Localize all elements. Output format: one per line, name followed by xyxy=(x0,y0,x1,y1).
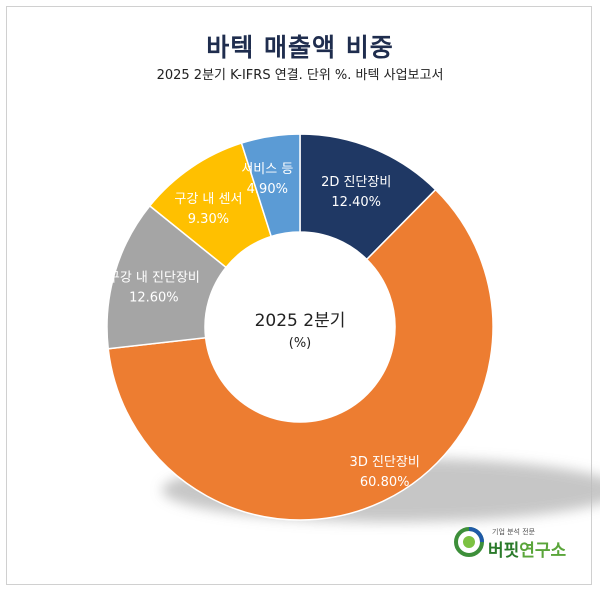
logo-tagline: 기업 분석 전문 xyxy=(492,528,536,536)
slice-label-3: 구강 내 센서 xyxy=(174,192,242,207)
slice-value-2: 12.60% xyxy=(129,291,179,306)
slice-value-4: 4.90% xyxy=(247,182,288,197)
slice-label-1: 3D 진단장비 xyxy=(350,455,420,470)
center-sublabel: (%) xyxy=(289,336,312,351)
slice-1 xyxy=(107,188,494,521)
buffett-lab-logo: 기업 분석 전문 버핏연구소 xyxy=(454,523,584,563)
chart-title: 바텍 매출액 비중 xyxy=(206,33,394,62)
slice-label-2: 구강 내 진단장비 xyxy=(108,271,200,286)
slice-label-0: 2D 진단장비 xyxy=(321,175,391,190)
logo-name-part2: 연구소 xyxy=(519,541,567,561)
slice-4 xyxy=(240,133,301,238)
logo-name: 버핏연구소 xyxy=(488,536,566,561)
slice-value-3: 9.30% xyxy=(188,212,229,227)
slice-value-0: 12.40% xyxy=(331,195,381,210)
logo-name-part1: 버핏 xyxy=(488,541,520,561)
logo-mark-icon xyxy=(454,527,484,557)
slice-value-1: 60.80% xyxy=(360,475,410,490)
center-label: 2025 2분기 xyxy=(255,311,346,331)
slice-label-4: 서비스 등 xyxy=(241,162,293,177)
chart-subtitle: 2025 2분기 K-IFRS 연결. 단위 %. 바텍 사업보고서 xyxy=(156,68,444,83)
